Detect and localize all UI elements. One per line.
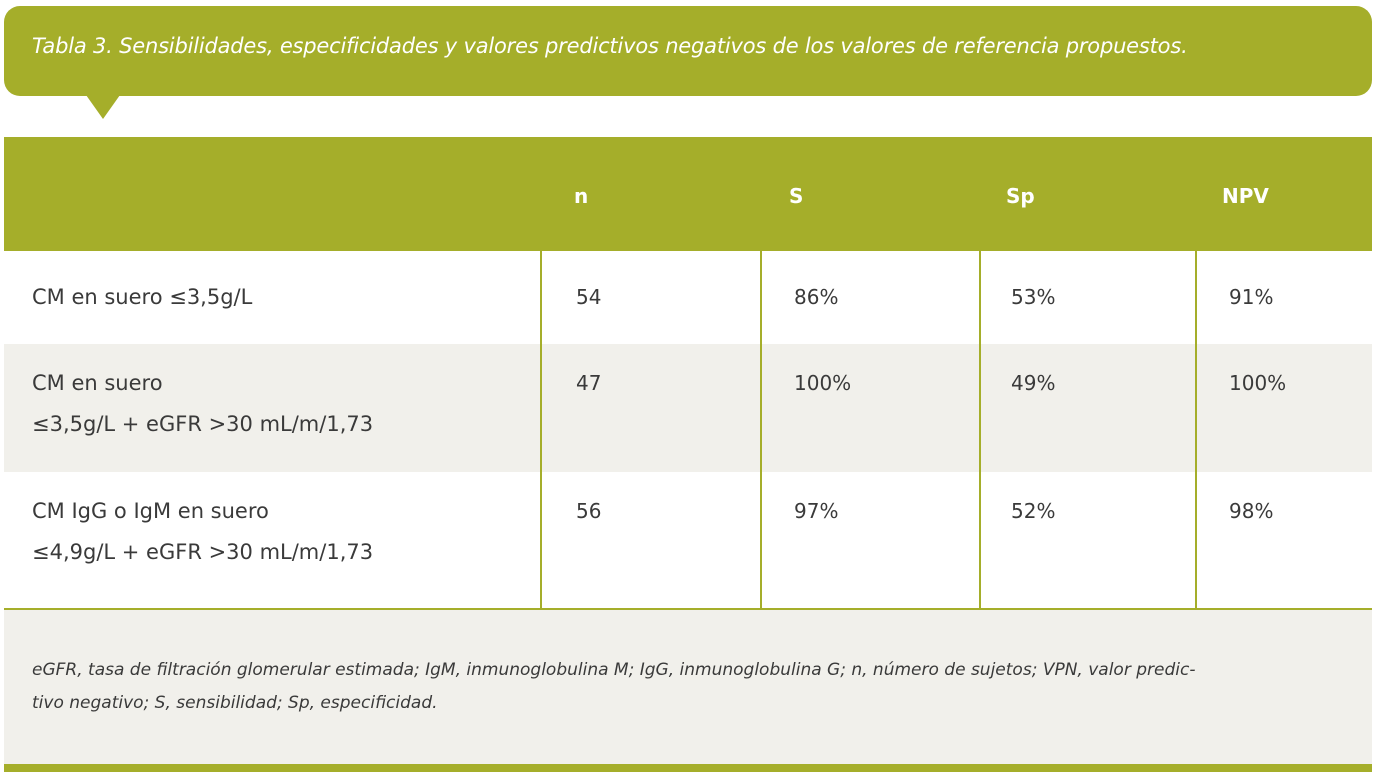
table-row (4, 344, 1372, 472)
table-bottom-rule (4, 608, 1372, 610)
cell-n: 54 (576, 285, 602, 309)
cell-sp: 49% (1011, 371, 1056, 395)
cell-npv: 98% (1229, 499, 1274, 523)
col-header-sp: Sp (1006, 184, 1035, 208)
footer-accent-bar (4, 764, 1372, 772)
cell-sp: 53% (1011, 285, 1056, 309)
title-pointer (86, 95, 120, 119)
cell-s: 86% (794, 285, 839, 309)
col-header-n: n (574, 184, 589, 208)
table-title: Tabla 3. Sensibilidades, especificidades… (32, 34, 1188, 58)
table-header (4, 137, 1372, 251)
col-header-npv: NPV (1222, 184, 1269, 208)
cell-s: 97% (794, 499, 839, 523)
row-label: CM en suero ≤3,5g/L (32, 285, 253, 309)
cell-n: 56 (576, 499, 602, 523)
column-divider (540, 251, 542, 609)
title-banner (4, 6, 1372, 96)
row-label: CM IgG o IgM en suero (32, 499, 269, 523)
row-label: CM en suero (32, 371, 163, 395)
footnote-line: eGFR, tasa de filtración glomerular esti… (32, 660, 1196, 680)
footnote: eGFR, tasa de filtración glomerular esti… (32, 654, 1352, 720)
table-row (4, 472, 1372, 609)
col-header-s: S (789, 184, 804, 208)
cell-npv: 91% (1229, 285, 1274, 309)
column-divider (1195, 251, 1197, 609)
column-divider (979, 251, 981, 609)
row-label-cont: ≤4,9g/L + eGFR >30 mL/m/1,73 (32, 540, 374, 564)
column-divider (760, 251, 762, 609)
table-row (4, 251, 1372, 344)
footnote-line: tivo negativo; S, sensibilidad; Sp, espe… (32, 693, 438, 713)
footnote-panel (4, 610, 1372, 764)
cell-sp: 52% (1011, 499, 1056, 523)
cell-n: 47 (576, 371, 602, 395)
row-label-cont: ≤3,5g/L + eGFR >30 mL/m/1,73 (32, 412, 374, 436)
cell-npv: 100% (1229, 371, 1287, 395)
cell-s: 100% (794, 371, 852, 395)
